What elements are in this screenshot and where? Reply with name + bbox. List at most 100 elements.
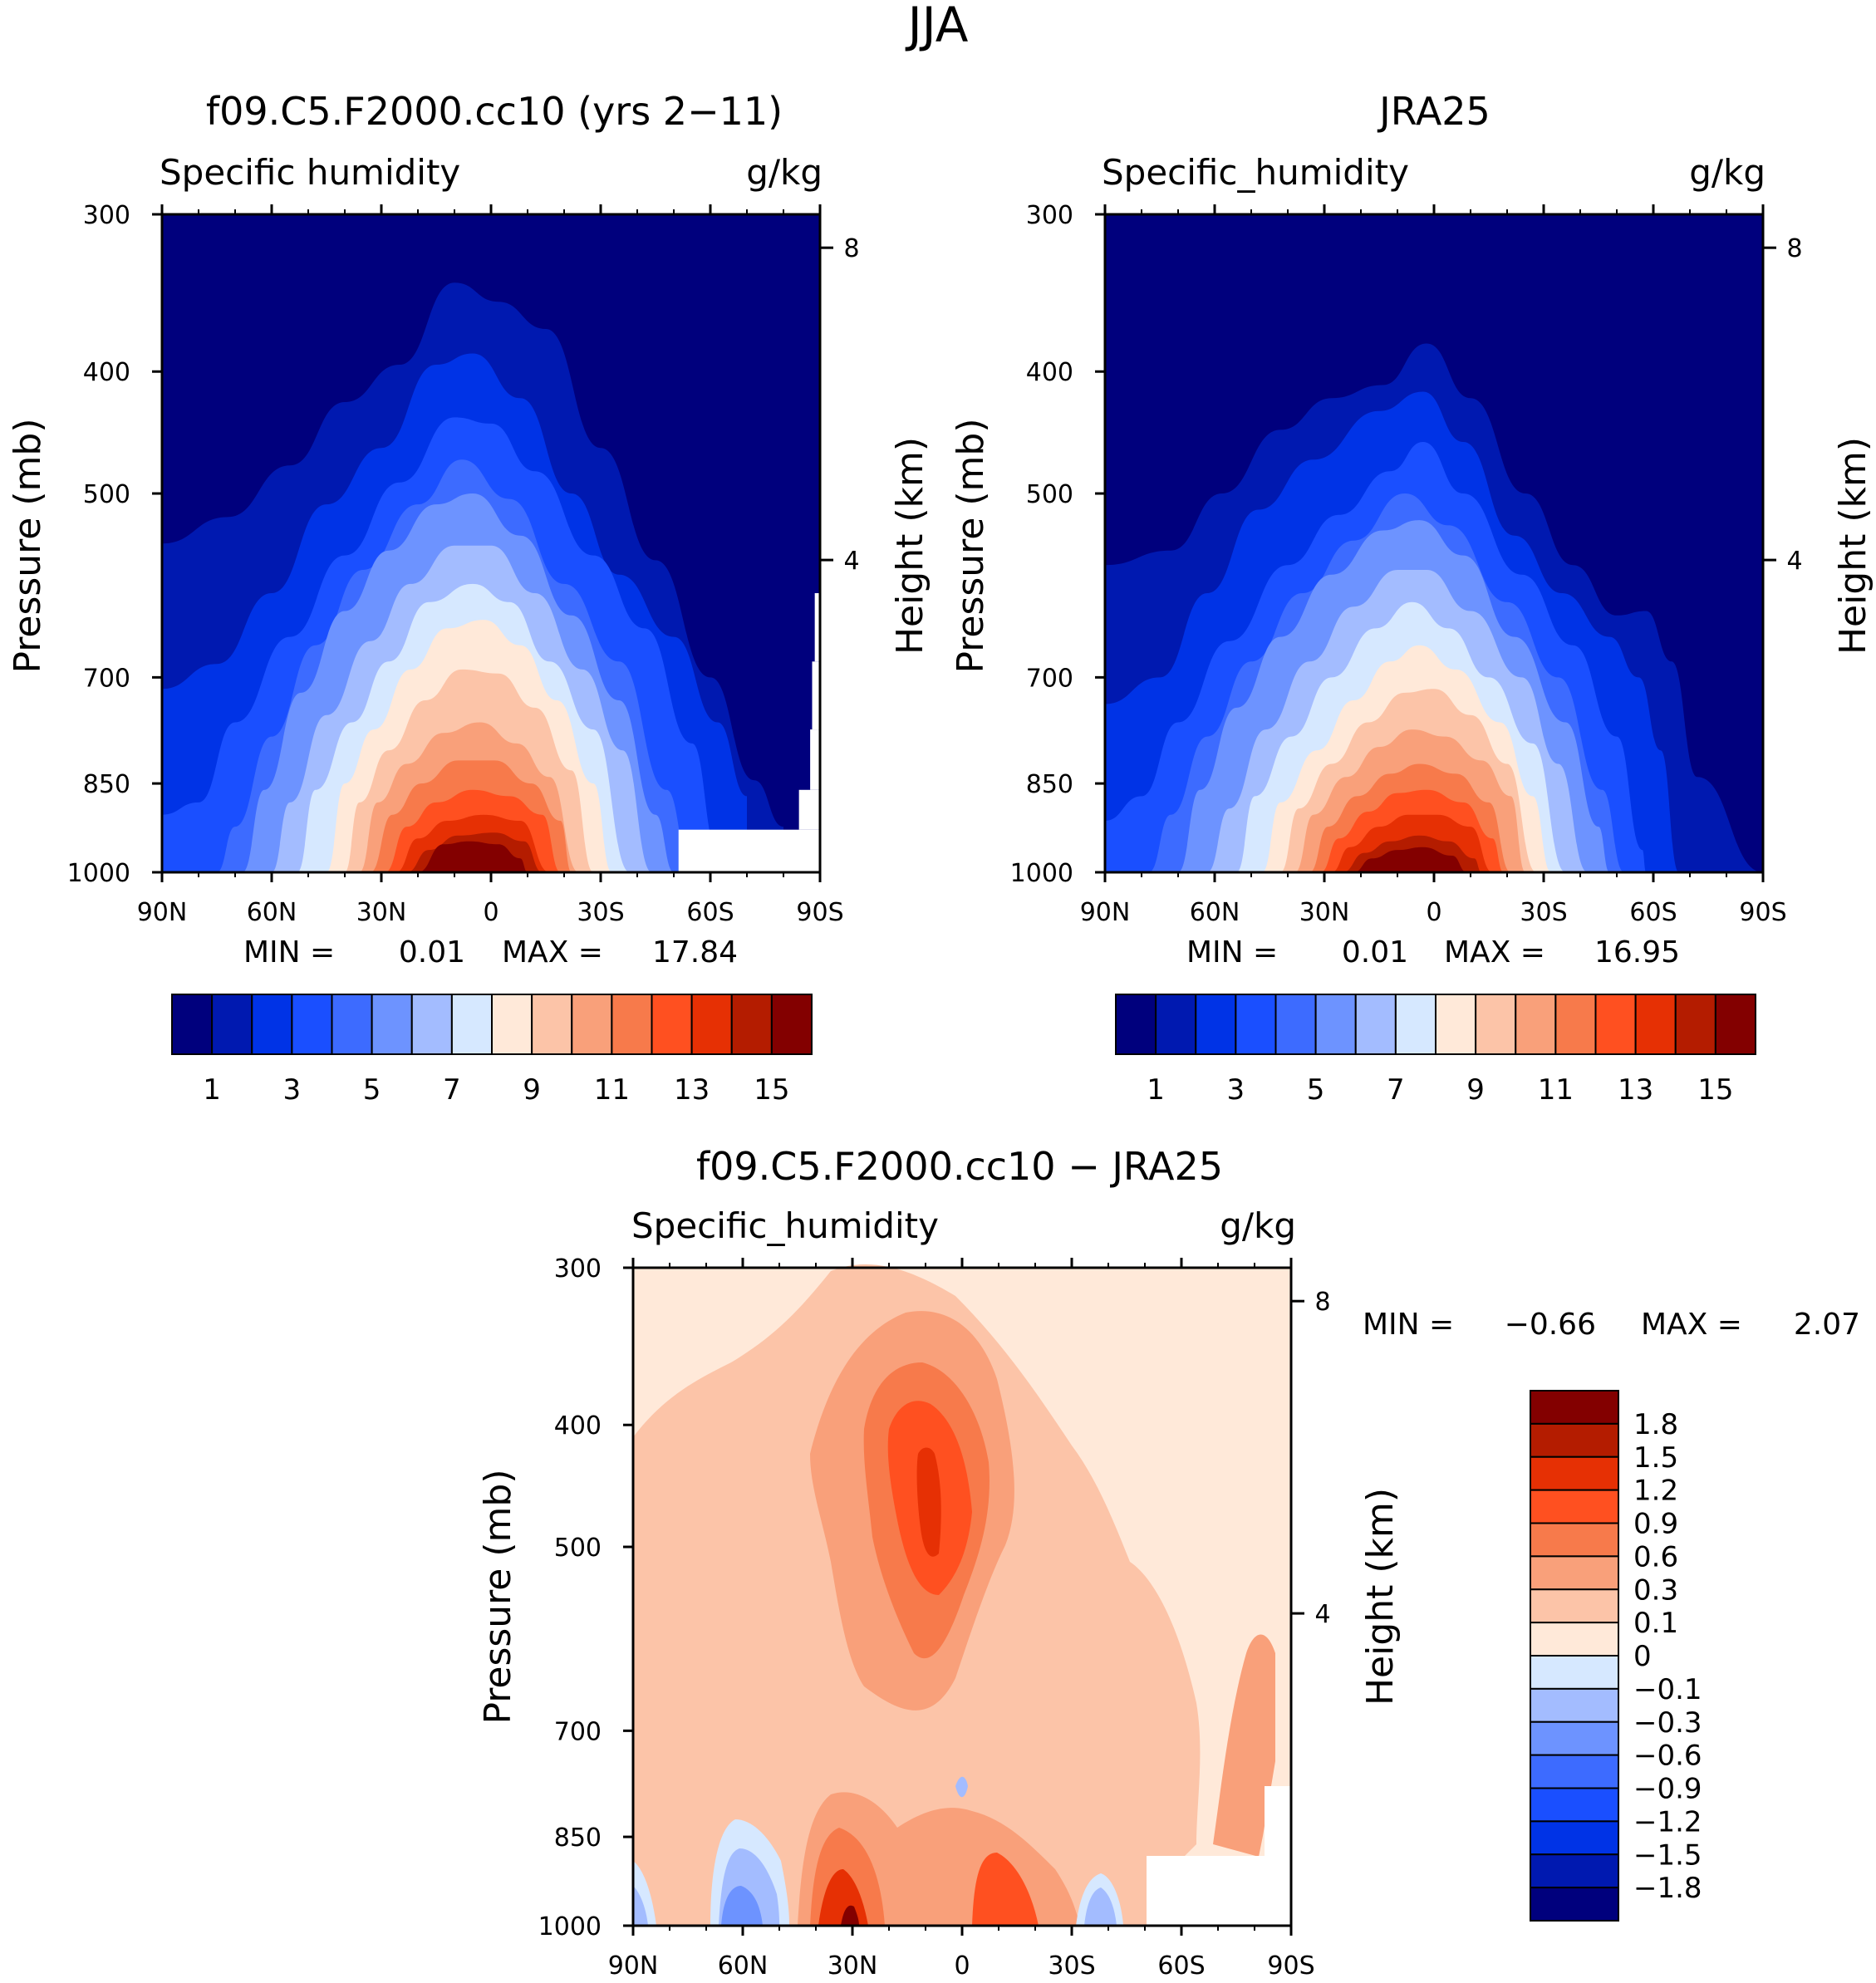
y-tick-label: 1000 <box>1010 859 1073 888</box>
missing-data-edge <box>812 661 820 730</box>
panel-diff-contours <box>633 1264 1291 1926</box>
y2-tick-label: 8 <box>1786 234 1802 263</box>
colorbar-cell <box>1274 994 1317 1055</box>
colorbar-cell <box>571 994 613 1055</box>
colorbar-cell <box>251 994 293 1055</box>
x-tick-label: 30S <box>1520 898 1567 927</box>
colorbar-label: 5 <box>1307 1073 1325 1107</box>
diff-band-south-0p3 <box>1213 1634 1275 1857</box>
diff-band-low-1p8 <box>841 1905 859 1926</box>
panel-obs-y2label: Height (km) <box>1832 437 1874 655</box>
colorbar-cell <box>1674 994 1716 1055</box>
panel-model: f09.C5.F2000.cc10 (yrs 2−11) Specific hu… <box>7 89 931 1107</box>
colorbar-cell <box>1530 1390 1619 1425</box>
diff-band-neg-far2 <box>633 1886 648 1926</box>
colorbar-label: −0.3 <box>1633 1706 1702 1740</box>
panel-obs-max-label: MAX = <box>1444 935 1545 969</box>
colorbar-cell <box>531 994 573 1055</box>
colorbar-label: 0.3 <box>1633 1573 1678 1607</box>
colorbar-label: 0.9 <box>1633 1508 1678 1541</box>
contour-band-15 <box>418 841 528 872</box>
panel-diff-max-label: MAX = <box>1641 1308 1742 1342</box>
x-tick-label: 90N <box>1080 898 1131 927</box>
colorbar-cell <box>1530 1422 1619 1458</box>
colorbar-cell <box>211 994 253 1055</box>
y2-tick-label: 8 <box>1314 1288 1330 1317</box>
colorbar-label: 1.8 <box>1633 1408 1678 1441</box>
colorbar-label: 15 <box>1697 1073 1733 1107</box>
colorbar-cell <box>1314 994 1357 1055</box>
colorbar-cell <box>770 994 813 1055</box>
colorbar-label: −0.1 <box>1633 1673 1702 1706</box>
colorbar-label: 3 <box>1227 1073 1245 1107</box>
panel-diff-min-value: −0.66 <box>1505 1308 1596 1342</box>
x-tick-label: 90N <box>137 898 188 927</box>
panel-model-min-label: MIN = <box>243 935 335 969</box>
colorbar-label: −1.5 <box>1633 1838 1702 1872</box>
x-tick-label: 90S <box>1739 898 1786 927</box>
colorbar-label: −0.9 <box>1633 1773 1702 1806</box>
colorbar-cell <box>1394 994 1436 1055</box>
colorbar-cell <box>1530 1622 1619 1657</box>
panel-obs-title: JRA25 <box>1377 89 1490 134</box>
x-tick-label: 90S <box>1267 1951 1314 1981</box>
colorbar-cell <box>1530 1787 1619 1823</box>
colorbar-label: 1.5 <box>1633 1441 1678 1475</box>
colorbar-cell <box>1530 1754 1619 1789</box>
missing-data-region <box>678 829 820 872</box>
colorbar-cell <box>1530 1555 1619 1591</box>
colorbar-label: 7 <box>1387 1073 1405 1107</box>
panel-obs-variable: Specific_humidity <box>1102 152 1409 193</box>
colorbar-cell <box>1435 994 1477 1055</box>
diff-band-eq-neg <box>955 1776 968 1798</box>
y-tick-label: 1000 <box>67 859 130 888</box>
colorbar-label: 0 <box>1633 1640 1652 1673</box>
y2-tick-label: 4 <box>1786 547 1802 576</box>
y-tick-label: 300 <box>1026 201 1073 230</box>
panel-model-min-value: 0.01 <box>399 935 465 969</box>
colorbar-cell <box>1714 994 1756 1055</box>
panel-diff-min-label: MIN = <box>1363 1308 1454 1342</box>
colorbar-cell <box>410 994 453 1055</box>
colorbar-label: 1.2 <box>1633 1475 1678 1508</box>
panel-model-max-label: MAX = <box>502 935 603 969</box>
colorbar-cell <box>1530 1655 1619 1690</box>
diff-missing-edge <box>1265 1786 1291 1856</box>
y-tick-label: 500 <box>83 480 130 509</box>
panel-model-colorbar: 1 3 5 7 9 11 13 15 <box>171 994 813 1107</box>
panel-diff-colorbar: 1.81.51.20.90.60.30.10−0.1−0.3−0.6−0.9−1… <box>1530 1390 1702 1922</box>
panel-model-title: f09.C5.F2000.cc10 (yrs 2−11) <box>206 89 783 134</box>
colorbar-cell <box>730 994 773 1055</box>
x-tick-label: 30S <box>1048 1951 1095 1981</box>
colorbar-label: 15 <box>754 1073 789 1107</box>
y-tick-label: 400 <box>1026 358 1073 387</box>
y-tick-label: 850 <box>554 1823 602 1853</box>
y-tick-label: 850 <box>1026 770 1073 799</box>
colorbar-cell <box>1530 1522 1619 1558</box>
y2-tick-label: 8 <box>843 234 859 263</box>
diff-band-low-0p9 <box>972 1853 1039 1926</box>
x-tick-label: 30S <box>577 898 624 927</box>
colorbar-label: 9 <box>1466 1073 1485 1107</box>
x-tick-label: 60S <box>1629 898 1677 927</box>
colorbar-cell <box>1530 1588 1619 1624</box>
colorbar-label: 11 <box>1538 1073 1574 1107</box>
colorbar-cell <box>450 994 493 1055</box>
colorbar-cell <box>690 994 733 1055</box>
panel-diff-variable: Specific_humidity <box>631 1205 939 1246</box>
panel-obs-min-value: 0.01 <box>1342 935 1408 969</box>
colorbar-cell <box>491 994 533 1055</box>
colorbar-label: −1.8 <box>1633 1872 1702 1905</box>
figure-title: JJA <box>906 0 969 53</box>
colorbar-label: 0.1 <box>1633 1607 1678 1640</box>
x-tick-label: 90S <box>796 898 843 927</box>
x-tick-label: 60S <box>686 898 734 927</box>
panel-model-ylabel: Pressure (mb) <box>7 419 49 674</box>
colorbar-label: 13 <box>1618 1073 1653 1107</box>
colorbar-cell <box>1475 994 1517 1055</box>
colorbar-label: 3 <box>283 1073 302 1107</box>
y-tick-label: 500 <box>554 1534 602 1563</box>
panel-diff-axes: 90N 60N 30N 0 30S 60S 90S 300 400 500 700 850 1000 8 4 <box>538 1254 1331 1981</box>
y-tick-label: 850 <box>83 770 130 799</box>
